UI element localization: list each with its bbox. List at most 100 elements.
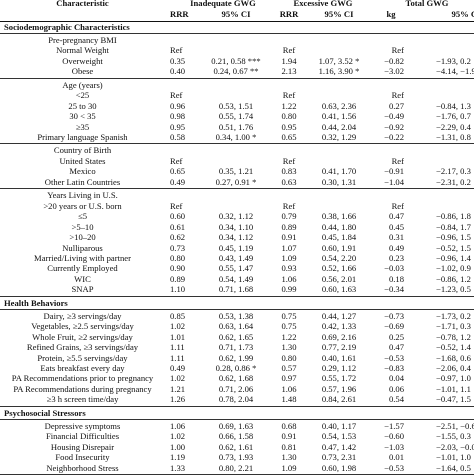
cell-c3: Ref <box>282 45 296 56</box>
row-label: Whole Fruit, ≥2 servings/day <box>32 331 133 342</box>
row-label: WIC <box>74 273 91 284</box>
cell-c3: 0.75 <box>281 310 297 321</box>
cell-c4: 0.44, 1.80 <box>321 221 357 232</box>
cell-c3: 0.80 <box>281 111 297 122</box>
table-rule <box>0 77 474 79</box>
cell-c1: 1.21 <box>170 383 186 394</box>
row-label: Nulliparous <box>62 242 103 253</box>
cell-c4: 0.69, 2.16 <box>321 331 357 342</box>
row-label: ≤5 <box>77 211 87 222</box>
cell-c1: 0.40 <box>170 66 186 77</box>
cell-c4: 0.56, 2.01 <box>321 273 357 284</box>
cell-c6: −2.29, 0.4 <box>436 121 471 132</box>
cell-c3: 1.30 <box>281 452 297 463</box>
cell-c2: 0.34, 1.12 <box>218 232 254 243</box>
cell-c2: 0.27, 0.91 * <box>215 176 257 187</box>
cell-c6: −2.06, 0.4 <box>436 362 471 373</box>
header-inadequate-gwg: Inadequate GWG <box>190 0 256 8</box>
row-label: 30 < 35 <box>69 111 96 122</box>
row-label: Protein, ≥5.5 servings/day <box>37 352 128 363</box>
row-label: Neighborhood Stress <box>46 462 119 473</box>
cell-c3: 0.68 <box>281 420 297 431</box>
cell-c2: 0.62, 1.99 <box>218 352 254 363</box>
cell-c1: 1.26 <box>170 394 186 405</box>
cell-c4: 0.29, 1.12 <box>321 362 357 373</box>
cell-c4: 0.73, 2.31 <box>321 452 357 463</box>
table-rule <box>0 405 474 407</box>
cell-c3: 1.94 <box>281 55 297 66</box>
section-title-text: Health Behaviors <box>4 297 68 308</box>
cell-c3: 0.80 <box>281 352 297 363</box>
table-rule <box>0 308 474 310</box>
cell-c5: −0.69 <box>384 321 404 332</box>
cell-c2: 0.71, 2.06 <box>218 383 254 394</box>
cell-c5: −0.53 <box>384 462 404 473</box>
cell-c3: 0.95 <box>281 121 297 132</box>
cell-c3: 0.83 <box>281 166 297 177</box>
row-label: Mexico <box>69 166 96 177</box>
cell-c6: −2.03, −0.0 <box>436 441 474 452</box>
cell-c2: 0.54, 1.49 <box>218 273 254 284</box>
row-label: Housing Disrepair <box>50 441 115 452</box>
cell-c5: −0.91 <box>384 166 404 177</box>
row-label: Country of Birth <box>53 145 112 156</box>
cell-c6: −0.47, 1.5 <box>436 394 471 405</box>
cell-c2: 0.66, 1.58 <box>218 431 254 442</box>
cell-c5: 0.31 <box>388 232 404 243</box>
cell-c4: 0.54, 1.53 <box>321 431 357 442</box>
cell-c1: 1.00 <box>170 441 186 452</box>
cell-c5: −1.03 <box>384 441 404 452</box>
cell-c1: 0.58 <box>170 132 186 142</box>
cell-c3: 0.91 <box>281 232 297 243</box>
cell-c3: 1.48 <box>281 394 297 405</box>
cell-c6: −1.01, 1.0 <box>436 452 471 463</box>
cell-c3: 1.22 <box>281 100 297 111</box>
table-rule <box>0 295 474 297</box>
cell-c3: 0.81 <box>281 441 297 452</box>
cell-c6: −1.71, 0.3 <box>436 321 471 332</box>
table-rule <box>0 20 474 22</box>
cell-c4: 0.63, 2.36 <box>321 100 357 111</box>
cell-c6: −1.23, 0.5 <box>436 284 471 295</box>
cell-c3: 0.91 <box>281 431 297 442</box>
cell-c6: −0.97, 1.0 <box>436 373 471 384</box>
row-label: PA Recommendations prior to pregnancy <box>11 373 154 384</box>
cell-c1: 0.35 <box>170 55 186 66</box>
cell-c6: −1.73, 0.2 <box>436 310 471 321</box>
header-col-3: RRR <box>279 9 299 19</box>
cell-c1: 0.90 <box>170 263 186 274</box>
row-label: >5–10 <box>71 221 94 232</box>
cell-c5: −0.82 <box>384 55 404 66</box>
cell-c2: 0.62, 1.61 <box>218 441 254 452</box>
header-excessive-gwg: Excessive GWG <box>293 0 353 8</box>
cell-c2: 0.53, 1.51 <box>218 100 254 111</box>
cell-c1: 0.80 <box>170 252 186 263</box>
cell-c3: 0.79 <box>281 211 297 222</box>
cell-c6: −1.64, 0.5 <box>436 462 471 473</box>
header-col-4: 95% CI <box>324 9 354 19</box>
cell-c1: 1.02 <box>170 321 186 332</box>
cell-c4: 0.84, 2.61 <box>321 394 357 405</box>
cell-c6: −1.68, 0.6 <box>436 352 471 363</box>
row-label: Pre-pregnancy BMI <box>48 34 117 45</box>
cell-c4: 0.54, 2.20 <box>321 252 357 263</box>
cell-c2: 0.45, 1.19 <box>218 242 254 253</box>
cell-c4: 0.52, 1.66 <box>321 263 357 274</box>
cell-c2: 0.73, 1.93 <box>218 452 254 463</box>
cell-c5: 0.47 <box>388 211 404 222</box>
cell-c1: 0.89 <box>170 273 186 284</box>
cell-c2: 0.24, 0.67 ** <box>213 66 259 77</box>
cell-c6: −1.01, 1.1 <box>436 383 471 394</box>
cell-c2: 0.71, 1.68 <box>218 284 254 295</box>
cell-c2: 0.34, 1.00 * <box>215 132 257 142</box>
cell-c2: 0.21, 0.58 *** <box>211 55 261 66</box>
row-label: ≥35 <box>75 121 90 132</box>
cell-c4: 0.30, 1.31 <box>321 176 357 187</box>
cell-c4: 1.16, 3.90 * <box>318 66 360 77</box>
cell-c6: −0.84, 1.3 <box>436 100 471 111</box>
cell-c5: 0.49 <box>388 242 404 253</box>
cell-c4: 0.40, 1.61 <box>321 352 357 363</box>
cell-c4: 0.32, 1.29 <box>321 132 357 142</box>
cell-c5: 0.47 <box>388 342 404 353</box>
row-label: Refined Grains, ≥3 servings/day <box>26 342 139 353</box>
